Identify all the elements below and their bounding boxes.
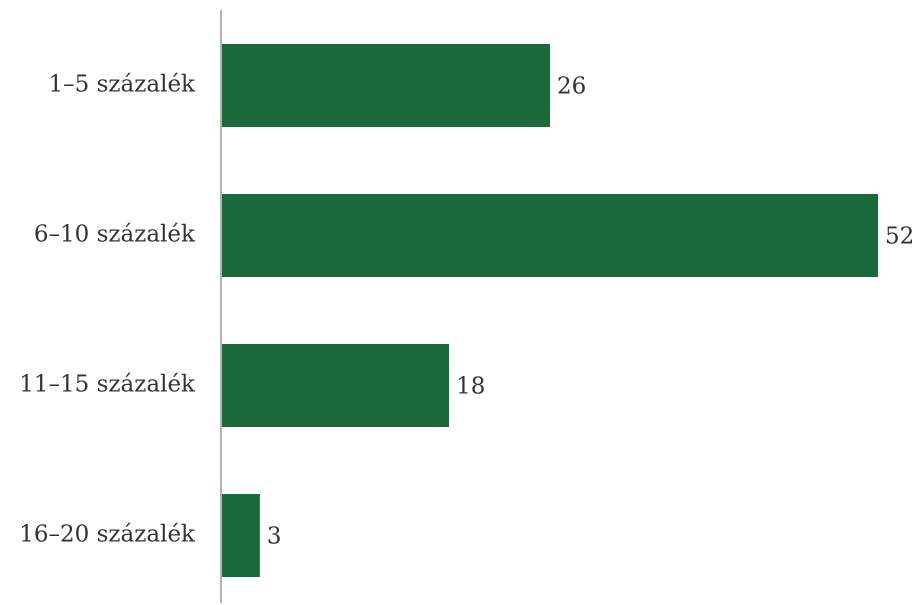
category-label-1: 1–5 százalék bbox=[49, 72, 197, 98]
category-label-2: 6–10 százalék bbox=[34, 222, 196, 248]
category-label-4: 16–20 százalék bbox=[19, 522, 196, 548]
category-label-3: 11–15 százalék bbox=[19, 372, 196, 398]
value-labels-group: 26 52 18 3 bbox=[267, 74, 914, 550]
value-label-4: 3 bbox=[267, 524, 282, 550]
bar-3 bbox=[222, 344, 450, 427]
value-label-1: 26 bbox=[557, 74, 586, 100]
category-labels-group: 1–5 százalék 6–10 százalék 11–15 százalék 1… bbox=[19, 72, 196, 548]
value-label-3: 18 bbox=[456, 374, 485, 400]
bar-4 bbox=[222, 494, 260, 577]
bar-2 bbox=[222, 194, 878, 277]
value-label-2: 52 bbox=[885, 224, 914, 250]
bar-1 bbox=[222, 44, 550, 127]
bars-group bbox=[222, 44, 878, 577]
